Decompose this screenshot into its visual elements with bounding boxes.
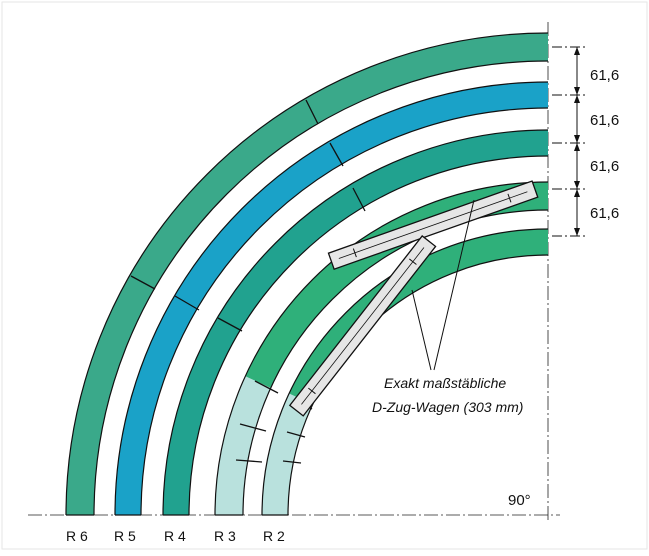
dimension-label-3: 61,6 xyxy=(590,158,619,175)
annotation-line-1: Exakt maßstäbliche xyxy=(384,375,506,391)
track-r4 xyxy=(163,130,549,516)
angle-label: 90° xyxy=(508,492,531,509)
track-outlines xyxy=(65,32,549,516)
track-joints xyxy=(130,99,366,464)
joint-r5-lower xyxy=(174,295,200,311)
joint-r5-upper xyxy=(329,142,344,167)
dimension-label-2: 61,6 xyxy=(590,112,619,129)
dimension-arrows xyxy=(574,47,580,236)
annotation-leaders xyxy=(411,199,475,371)
radius-label-r5: R 5 xyxy=(114,528,136,544)
joint-r6-upper xyxy=(305,99,319,125)
dimension-label-1: 61,6 xyxy=(590,67,619,84)
joint-r6-lower xyxy=(130,275,156,290)
track-r5 xyxy=(115,82,549,516)
track-r6 xyxy=(66,33,549,516)
radius-label-r2: R 2 xyxy=(263,528,285,544)
joint-r4-lower xyxy=(217,317,243,332)
wagon-lower xyxy=(288,235,437,417)
annotation-line-2: D-Zug-Wagen (303 mm) xyxy=(372,399,523,415)
dimension-label-4: 61,6 xyxy=(590,205,619,222)
radius-label-r6: R 6 xyxy=(66,528,88,544)
joint-r4-upper xyxy=(352,187,366,212)
radius-label-r3: R 3 xyxy=(214,528,236,544)
radius-label-r4: R 4 xyxy=(164,528,186,544)
wagon-upper xyxy=(327,180,539,271)
track-r3-light-section xyxy=(214,376,271,516)
